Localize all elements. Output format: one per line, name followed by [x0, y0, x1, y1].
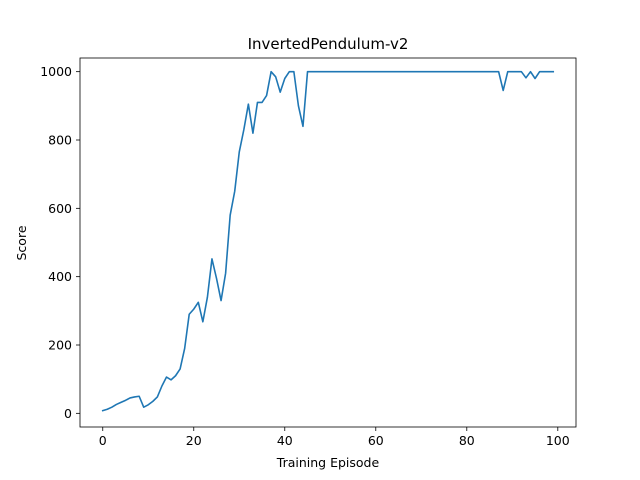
y-tick-label: 200 — [48, 338, 72, 353]
y-tick-label: 600 — [48, 201, 72, 216]
x-tick-label: 40 — [277, 433, 293, 448]
x-tick-label: 100 — [546, 433, 570, 448]
y-tick-label: 800 — [48, 133, 72, 148]
x-tick-label: 60 — [368, 433, 384, 448]
plot-area — [79, 57, 577, 428]
series-line — [101, 70, 555, 412]
x-axis-ticks: 0 20 40 60 80 100 — [99, 427, 570, 448]
plot-frame — [79, 57, 577, 428]
x-tick-label: 0 — [99, 433, 107, 448]
y-axis-ticks: 0 200 400 600 800 1000 — [40, 64, 80, 421]
y-tick-label: 1000 — [40, 64, 72, 79]
x-tick-label: 80 — [459, 433, 475, 448]
y-axis-label: Score — [14, 225, 29, 260]
y-tick-label: 400 — [48, 269, 72, 284]
x-axis-label: Training Episode — [276, 455, 380, 470]
chart-title: InvertedPendulum-v2 — [248, 35, 409, 53]
y-tick-label: 0 — [64, 406, 72, 421]
x-tick-label: 20 — [186, 433, 202, 448]
